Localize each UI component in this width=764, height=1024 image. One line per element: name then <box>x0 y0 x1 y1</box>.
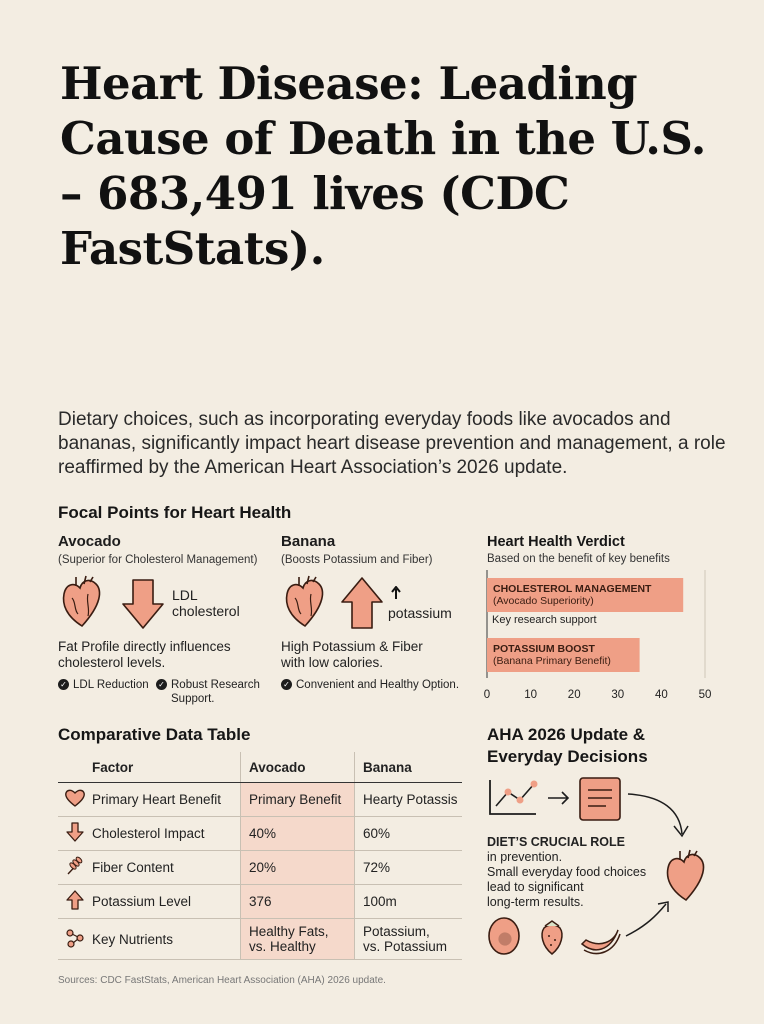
curved-arrow-up-icon <box>625 901 669 937</box>
arrow-right-icon <box>548 791 570 805</box>
x-tick-label: 0 <box>484 689 490 701</box>
trend-chart-icon <box>489 780 538 815</box>
potassium-label: potassium <box>388 605 452 621</box>
sources-note: Sources: CDC FastStats, American Heart A… <box>58 975 386 986</box>
x-tick-label: 50 <box>699 689 712 701</box>
verdict-heading: Heart Health Verdict <box>487 534 625 550</box>
aha-heading: AHA 2026 Update & Everyday Decisions <box>487 725 648 766</box>
table-row: Primary Heart Benefit Primary Benefit He… <box>58 782 462 817</box>
banana-name: Banana <box>281 533 336 550</box>
aha-role-text: DIET’S CRUCIAL ROLE in prevention. Small… <box>487 835 647 909</box>
check-icon: ✓ <box>58 679 69 690</box>
table-row: Fiber Content 20% 72% <box>58 850 462 885</box>
table-header-row: Factor Avocado Banana <box>58 752 462 783</box>
banana-description: High Potassium & Fiber with low calories… <box>281 639 423 670</box>
avocado-check-1: ✓ LDL Reduction <box>58 678 149 692</box>
avocado-subtitle: (Superior for Cholesterol Management) <box>58 554 258 566</box>
verdict-chart: 0 10 20 30 40 50 <box>484 570 712 701</box>
heart-organ-icon <box>62 575 101 628</box>
strawberry-icon <box>541 920 563 955</box>
wheat-icon <box>67 856 83 875</box>
verdict-subheading: Based on the benefit of key benefits <box>487 553 670 565</box>
heart-organ-icon <box>285 575 324 628</box>
page-title: Heart Disease: Leading Cause of Death in… <box>60 57 706 275</box>
intro-paragraph: Dietary choices, such as incorporating e… <box>58 409 726 478</box>
table-row: Potassium Level 376 100m <box>58 884 462 919</box>
banana-card: Banana (Boosts Potassium and Fiber) <box>281 533 432 566</box>
bar-label-cholesterol: CHOLESTEROL MANAGEMENT (Avocado Superior… <box>493 583 652 607</box>
banana-check-1: ✓ Convenient and Healthy Option. <box>281 678 459 692</box>
down-arrow-icon <box>122 579 164 629</box>
bar-label-potassium: POTASSIUM BOOST (Banana Primary Benefit) <box>493 643 611 667</box>
small-up-arrow-icon <box>391 586 401 599</box>
col-avocado: Avocado <box>240 752 355 783</box>
nutrients-icon <box>66 928 84 948</box>
x-tick-label: 10 <box>524 689 537 701</box>
avocado-check-2: ✓ Robust Research Support. <box>156 678 260 706</box>
x-tick-label: 30 <box>611 689 624 701</box>
ldl-label: LDL cholesterol <box>172 587 240 619</box>
curved-arrow-icon <box>627 793 689 838</box>
comparison-table: Factor Avocado Banana Primary Heart Bene… <box>58 752 462 960</box>
down-arrow-icon <box>66 822 84 842</box>
avocado-name: Avocado <box>58 533 121 550</box>
up-arrow-icon <box>341 577 383 629</box>
x-tick-label: 20 <box>568 689 581 701</box>
avocado-card: Avocado (Superior for Cholesterol Manage… <box>58 533 257 566</box>
check-icon: ✓ <box>156 679 167 690</box>
bar-potassium <box>487 638 640 672</box>
col-factor: Factor <box>92 752 241 783</box>
heart-organ-icon <box>666 849 705 902</box>
aha-diagram <box>488 777 705 955</box>
table-row: Cholesterol Impact 40% 60% <box>58 816 462 851</box>
col-banana: Banana <box>354 752 462 783</box>
x-tick-label: 40 <box>655 689 668 701</box>
table-row: Key Nutrients Healthy Fats, vs. Healthy P… <box>58 918 462 960</box>
avocado-description: Fat Profile directly influences choleste… <box>58 639 231 670</box>
document-icon <box>579 777 621 821</box>
check-icon: ✓ <box>281 679 292 690</box>
up-arrow-icon <box>66 890 84 910</box>
aha-role-title: DIET’S CRUCIAL ROLE <box>487 835 625 849</box>
key-research-label: Key research support <box>492 614 597 626</box>
avocado-icon <box>488 917 520 955</box>
banana-subtitle: (Boosts Potassium and Fiber) <box>281 554 433 566</box>
banana-icon <box>580 929 621 955</box>
heart-icon <box>65 789 85 807</box>
table-heading: Comparative Data Table <box>58 725 251 744</box>
focal-heading: Focal Points for Heart Health <box>58 503 292 522</box>
bar-cholesterol <box>487 578 684 612</box>
